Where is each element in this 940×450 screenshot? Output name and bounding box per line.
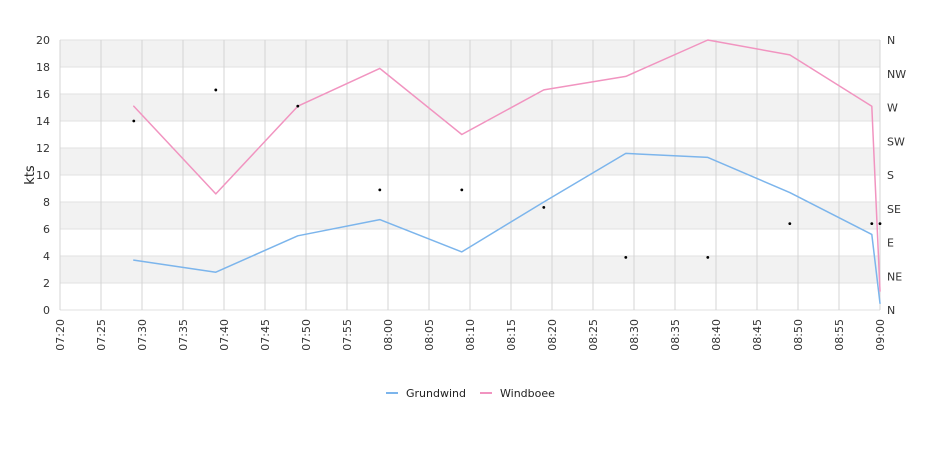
x-tick-label: 07:35: [177, 319, 190, 351]
x-tick-label: 08:30: [628, 319, 641, 351]
direction-point: [542, 206, 546, 209]
direction-point: [132, 119, 136, 123]
y-tick-label: 18: [36, 61, 50, 74]
direction-tick-label: N: [887, 34, 895, 47]
x-tick-label: 07:40: [218, 319, 231, 351]
x-tick-label: 08:00: [382, 319, 395, 351]
direction-point: [624, 255, 628, 259]
direction-point: [870, 222, 874, 226]
direction-point: [706, 255, 710, 259]
direction-tick-label: SE: [887, 203, 901, 216]
y-tick-label: 14: [36, 115, 50, 128]
direction-tick-label: W: [887, 102, 898, 115]
direction-point: [214, 88, 218, 92]
y-tick-label: 20: [36, 34, 50, 47]
x-tick-label: 08:50: [792, 319, 805, 351]
y-tick-label: 4: [43, 250, 50, 263]
x-tick-label: 08:05: [423, 319, 436, 351]
direction-point: [460, 188, 464, 192]
x-tick-label: 08:45: [751, 319, 764, 351]
y-tick-label: 8: [43, 196, 50, 209]
direction-tick-label: E: [887, 237, 894, 250]
legend-item-windboee[interactable]: Windboee: [500, 387, 555, 400]
x-tick-label: 09:00: [874, 319, 887, 351]
y-tick-label: 0: [43, 304, 50, 317]
y-tick-label: 6: [43, 223, 50, 236]
x-tick-label: 08:10: [464, 319, 477, 351]
x-tick-label: 08:15: [505, 319, 518, 351]
y-tick-label: 10: [36, 169, 50, 182]
direction-tick-label: NW: [887, 68, 906, 81]
direction-point: [788, 222, 792, 226]
x-tick-label: 07:45: [259, 319, 272, 351]
x-tick-label: 07:50: [300, 319, 313, 351]
series-line-grundwind: [133, 152, 881, 305]
x-tick-label: 08:35: [669, 319, 682, 351]
direction-tick-label: SW: [887, 135, 905, 148]
y-tick-label: 16: [36, 88, 50, 101]
x-tick-label: 07:30: [136, 319, 149, 351]
series-line-windboee: [133, 39, 881, 292]
x-tick-label: 08:25: [587, 319, 600, 351]
direction-tick-label: N: [887, 304, 895, 317]
direction-point: [378, 188, 382, 192]
y-tick-label: 12: [36, 142, 50, 155]
y-axis-title: kts: [23, 165, 38, 185]
x-tick-label: 07:25: [95, 319, 108, 351]
direction-point: [296, 104, 300, 108]
x-tick-label: 07:55: [341, 319, 354, 351]
direction-point: [878, 222, 882, 226]
direction-tick-label: S: [887, 169, 894, 182]
y-tick-label: 2: [43, 277, 50, 290]
legend-item-grundwind[interactable]: Grundwind: [406, 387, 466, 400]
direction-tick-label: NE: [887, 270, 902, 283]
x-tick-label: 07:20: [54, 319, 67, 351]
x-tick-label: 08:55: [833, 319, 846, 351]
x-tick-label: 08:20: [546, 319, 559, 351]
x-tick-label: 08:40: [710, 319, 723, 351]
